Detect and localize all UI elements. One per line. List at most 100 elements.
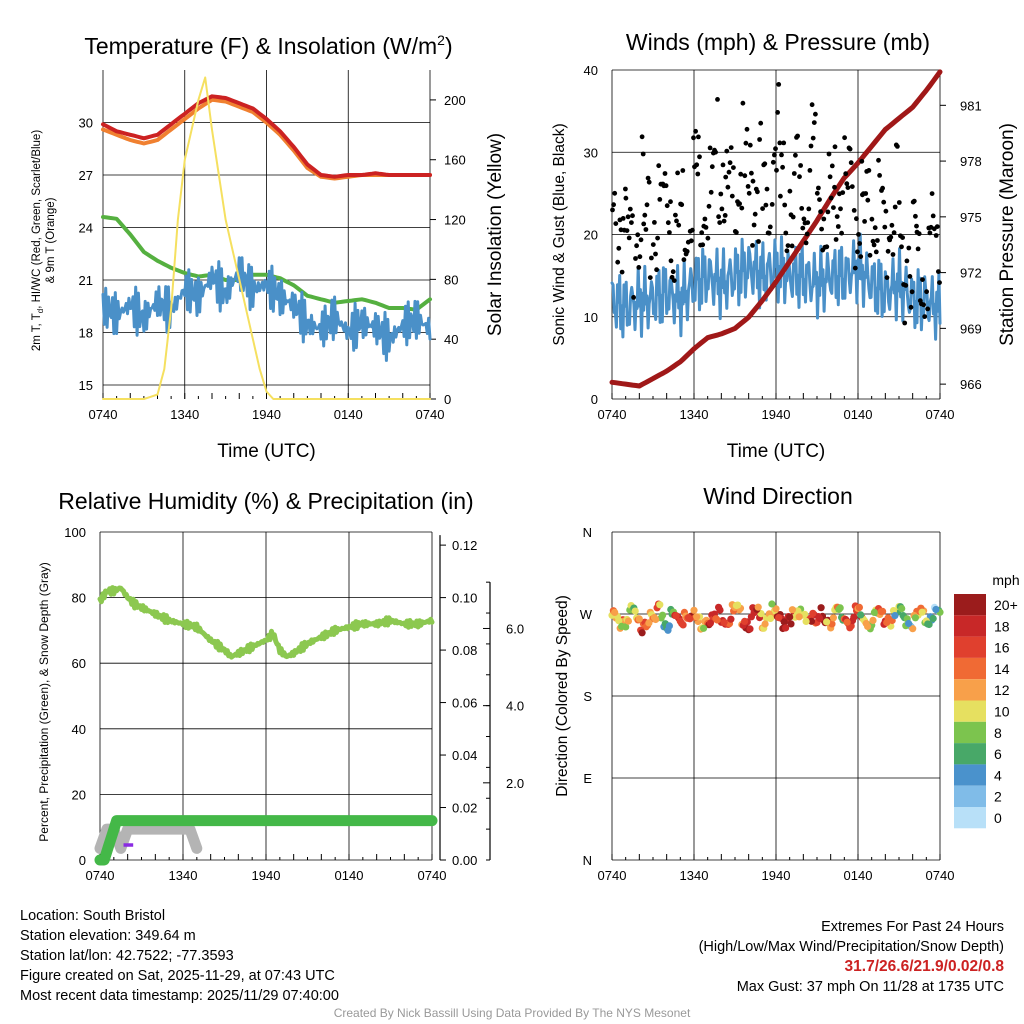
rh-x-tick-label: 1340 bbox=[169, 868, 198, 883]
winds-gust-point bbox=[821, 216, 827, 222]
winds-gust-point bbox=[844, 181, 850, 187]
wdir-point bbox=[829, 614, 838, 622]
winds-gust-point bbox=[685, 239, 691, 245]
created-text: Figure created on Sat, 2025-11-29, at 07… bbox=[20, 968, 335, 984]
winds-gust-point bbox=[770, 159, 776, 165]
winds-gust-point bbox=[865, 197, 871, 203]
winds-x-tick-label: 0740 bbox=[598, 407, 627, 422]
wdir-point bbox=[686, 615, 694, 623]
winds-gust-point bbox=[847, 146, 853, 152]
wdir-y-tick-label: S bbox=[583, 689, 592, 704]
colorbar-label: 12 bbox=[994, 682, 1010, 698]
winds-gust-point bbox=[857, 241, 862, 246]
winds-gust-point bbox=[611, 202, 616, 208]
colorbar-swatch bbox=[954, 657, 986, 680]
winds-gust-point bbox=[886, 235, 892, 241]
station-info: Location: South Bristol Station elevatio… bbox=[20, 906, 339, 1006]
winds-gust-point bbox=[626, 235, 632, 241]
winds-y-axis-label: Sonic Wind & Gust (Blue, Black) bbox=[551, 123, 568, 345]
winds-gust-point bbox=[750, 243, 755, 248]
winds-y2-tick-label: 969 bbox=[960, 321, 982, 336]
winds-gust-point bbox=[623, 195, 629, 201]
winds-y2-tick-label: 972 bbox=[960, 266, 982, 281]
winds-gust-point bbox=[746, 190, 752, 196]
rh-y3-tick-label: 2.0 bbox=[506, 776, 524, 791]
wdir-point bbox=[635, 615, 643, 623]
winds-gust-point bbox=[703, 225, 709, 230]
winds-gust-point bbox=[927, 230, 933, 236]
winds-gust-point bbox=[936, 269, 941, 274]
winds-gust-point bbox=[818, 209, 823, 215]
wdir-point bbox=[864, 622, 872, 631]
winds-gust-point bbox=[744, 126, 750, 132]
winds-y-tick-label: 0 bbox=[591, 392, 598, 407]
winds-gust-point bbox=[877, 173, 882, 178]
winds-gust-point bbox=[642, 212, 648, 218]
colorbar-swatch bbox=[954, 636, 986, 658]
winds-gust-point bbox=[718, 191, 724, 197]
winds-gust-point bbox=[903, 283, 909, 288]
winds-gust-point bbox=[758, 120, 764, 126]
winds-gust-point bbox=[854, 216, 859, 222]
winds-gust-point bbox=[909, 289, 915, 295]
winds-gust-point bbox=[742, 173, 748, 179]
wdir-y-axis-label: Direction (Colored By Speed) bbox=[554, 595, 571, 797]
winds-gust-point bbox=[655, 235, 660, 241]
temp-y-tick-label: 21 bbox=[79, 273, 93, 288]
wdir-point bbox=[656, 601, 664, 609]
winds-gust-point bbox=[937, 280, 942, 285]
winds-gust-point bbox=[882, 224, 888, 230]
winds-gust-point bbox=[619, 269, 625, 275]
winds-gust-point bbox=[731, 165, 736, 171]
wdir-point bbox=[786, 613, 794, 621]
wdir-point bbox=[659, 611, 667, 619]
colorbar-swatch bbox=[954, 594, 986, 616]
winds-gust-point bbox=[751, 222, 757, 228]
wdir-y-tick-label: N bbox=[583, 525, 592, 540]
winds-gust-point bbox=[767, 224, 773, 230]
winds-gust-point bbox=[671, 278, 677, 283]
colorbar-swatch bbox=[954, 764, 986, 786]
wdir-point bbox=[734, 601, 742, 609]
rh-y2-tick-label: 0.04 bbox=[452, 748, 477, 763]
temp-y-tick-label: 30 bbox=[79, 116, 93, 131]
wdir-point bbox=[929, 614, 937, 623]
temp-y-axis-label: 2m T, Td, HI/WC (Red, Green, Scarlet/Blu… bbox=[31, 130, 57, 351]
winds-gust-point bbox=[755, 189, 760, 195]
winds-gust-point bbox=[727, 160, 733, 166]
rh-y2-tick-label: 0.10 bbox=[452, 591, 477, 606]
winds-gust-point bbox=[875, 238, 880, 243]
winds-gust-point bbox=[625, 214, 631, 220]
winds-y-tick-label: 30 bbox=[584, 145, 598, 160]
wdir-x-tick-label: 1340 bbox=[680, 868, 709, 883]
wdir-point bbox=[932, 605, 940, 614]
winds-gust-point bbox=[763, 202, 769, 208]
winds-gust-point bbox=[884, 275, 890, 280]
winds-gust-point bbox=[738, 171, 744, 177]
winds-gust-point bbox=[633, 256, 638, 261]
winds-gust-point bbox=[801, 216, 807, 222]
winds-gust-point bbox=[680, 168, 686, 173]
winds-gust-point bbox=[885, 248, 891, 254]
winds-gust-point bbox=[838, 206, 843, 212]
winds-gust-point bbox=[721, 218, 727, 224]
winds-gust-point bbox=[636, 265, 642, 270]
winds-x-axis-label: Time (UTC) bbox=[727, 441, 826, 462]
winds-gust-point bbox=[658, 181, 664, 187]
wdir-point bbox=[870, 608, 879, 617]
extremes-values: 31.7/26.6/21.9/0.02/0.8 bbox=[844, 958, 1004, 975]
wdir-point bbox=[690, 606, 698, 614]
wdir-x-tick-label: 0740 bbox=[926, 868, 955, 883]
winds-gust-point bbox=[891, 230, 897, 236]
temp-x-tick-label: 0740 bbox=[416, 407, 445, 422]
winds-gust-point bbox=[852, 265, 858, 271]
winds-gust-point bbox=[834, 214, 840, 220]
winds-y-tick-label: 20 bbox=[584, 228, 598, 243]
winds-gust-point bbox=[781, 140, 787, 146]
wdir-point bbox=[836, 604, 844, 612]
wdir-point bbox=[624, 617, 633, 625]
wdir-point bbox=[782, 624, 790, 632]
temp-y2-axis-label: Solar Insolation (Yellow) bbox=[485, 133, 506, 336]
winds-gust-point bbox=[700, 242, 706, 248]
wdir-point bbox=[761, 620, 769, 628]
